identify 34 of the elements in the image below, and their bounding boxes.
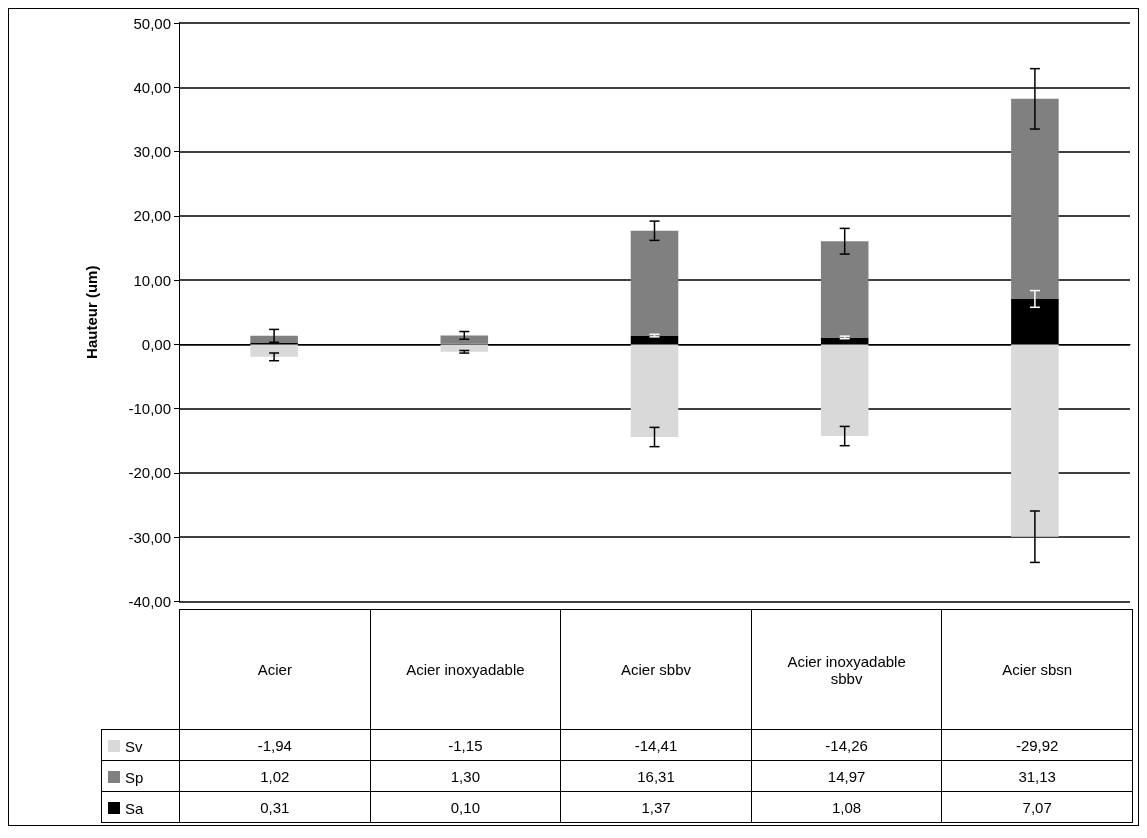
y-tick-label: 40,00 — [133, 78, 171, 96]
y-tick-label: 50,00 — [133, 14, 171, 32]
data-label: 1,08 — [751, 791, 942, 823]
x-tick-label: Acier sbbv — [560, 609, 752, 730]
data-label: 14,97 — [751, 760, 942, 792]
data-label: -14,41 — [560, 729, 752, 761]
legend-label: Sp — [125, 768, 144, 786]
y-axis-title: Hauteur (um) — [83, 265, 100, 359]
data-label: -1,15 — [370, 729, 561, 761]
data-label: 0,31 — [179, 791, 371, 823]
y-tick-label: -20,00 — [128, 464, 171, 482]
legend-label: Sa — [125, 799, 144, 817]
x-tick-label: Acier inoxyadable sbbv — [751, 609, 942, 730]
legend-label: Sv — [125, 737, 143, 755]
data-label: 1,37 — [560, 791, 752, 823]
data-label: 16,31 — [560, 760, 752, 792]
data-label: -29,92 — [941, 729, 1133, 761]
data-label: -1,94 — [179, 729, 371, 761]
y-tick-label: 0,00 — [141, 335, 171, 353]
data-label: 7,07 — [941, 791, 1133, 823]
data-label: 1,30 — [370, 760, 561, 792]
y-tick-label: 20,00 — [133, 207, 171, 225]
y-tick-label: -10,00 — [128, 400, 171, 418]
data-label: 31,13 — [941, 760, 1133, 792]
data-label: -14,26 — [751, 729, 942, 761]
data-label: 0,10 — [370, 791, 561, 823]
y-tick-label: -40,00 — [128, 593, 171, 610]
x-tick-label: Acier sbsn — [941, 609, 1133, 730]
y-tick-label: -30,00 — [128, 528, 171, 546]
y-tick-label: 30,00 — [133, 143, 171, 161]
x-tick-label: Acier inoxyadable — [370, 609, 561, 730]
data-label: 1,02 — [179, 760, 371, 792]
x-tick-label: Acier — [179, 609, 371, 730]
y-tick-label: 10,00 — [133, 271, 171, 289]
